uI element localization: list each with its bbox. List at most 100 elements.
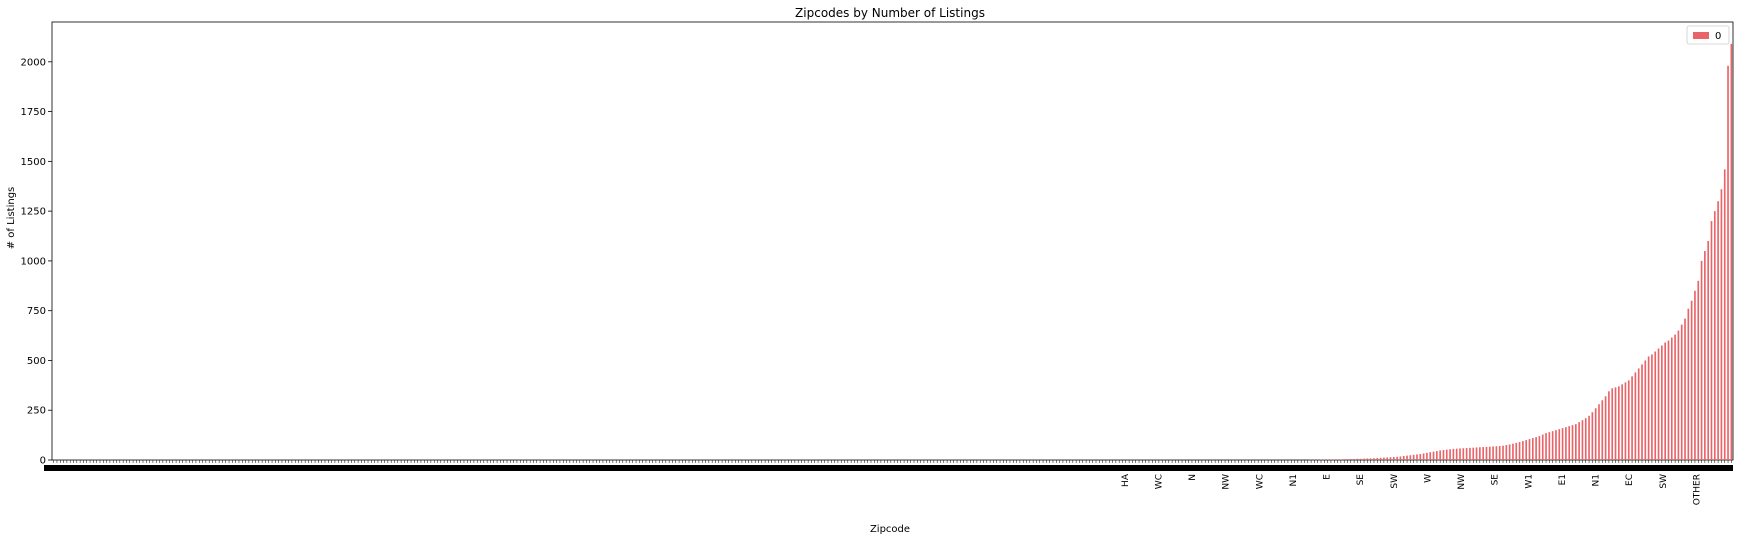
bar [1538,436,1541,460]
bar [1432,451,1435,460]
bar [1634,372,1637,460]
x-tick-label: SW [1659,474,1669,489]
x-tick-label: WC [1154,474,1164,489]
bar [1482,447,1484,460]
x-tick-label: W1 [1524,474,1534,489]
bar [1465,448,1468,460]
legend-label: 0 [1715,31,1721,42]
bar [1426,452,1428,460]
bar [1574,424,1577,460]
bar [1512,443,1514,460]
bar [1436,451,1438,460]
bar [1571,425,1574,460]
x-axis-label: Zipcode [870,524,910,535]
plot-frame [51,21,1734,461]
bar [1657,348,1660,460]
bar [1647,356,1650,460]
bar [1343,459,1346,460]
bar [1545,433,1547,460]
bar [1498,446,1501,460]
bar [1346,459,1349,460]
bar [1704,250,1706,460]
bar [1422,453,1425,460]
bar [1661,345,1663,460]
bar [1618,386,1620,460]
bar [1717,201,1719,460]
y-tick-label: 0 [40,456,46,467]
bar [1641,364,1643,460]
bar [1383,457,1385,460]
bar [1369,458,1372,460]
bar [1353,459,1355,460]
y-tick-label: 500 [27,356,46,367]
bar [1488,446,1491,460]
x-tick-label: SE [1491,474,1501,486]
bar [1555,430,1557,460]
bar [1581,420,1584,460]
bar [1515,442,1518,460]
x-tick-label: N [1188,474,1198,481]
bar [1730,43,1733,461]
bar [1684,318,1686,460]
y-tick-label: 1000 [21,256,46,267]
bar [1710,221,1713,460]
bar [1690,300,1693,460]
bar [1611,388,1614,460]
bar [1376,458,1379,460]
bar [1502,445,1504,460]
bar [1505,445,1508,460]
x-tick-label: NW [1222,474,1232,490]
y-tick-label: 1250 [21,207,46,218]
bar [1565,427,1567,460]
bar [1399,456,1402,460]
bar [1349,459,1352,460]
bar [1621,384,1623,460]
y-tick-label: 1500 [21,157,46,168]
bar [1578,422,1580,460]
bar [1366,458,1369,460]
x-tick-label: SW [1390,474,1400,489]
bar [1356,458,1359,460]
bar [1601,400,1604,460]
bar [1584,418,1587,460]
y-axis: 0 250 500 750 1000 1250 1500 1750 2000 [21,57,52,467]
x-tick-label: OTHER [1692,474,1702,505]
bar [1419,454,1422,460]
x-tick-label: W [1423,474,1433,483]
bar [1469,447,1471,460]
bar [1664,342,1666,460]
bar [1479,447,1481,460]
bar [1631,376,1633,460]
bar [1412,454,1415,460]
x-tick-label-band [44,465,1733,471]
bar [1508,444,1511,460]
bar [1727,65,1729,461]
bar [1697,280,1700,460]
bar [1535,437,1537,460]
x-axis: HA WC N NW WC N1 E SE SW W NW SE W1 E1 N1 EC SW OTHER [44,460,1733,505]
y-tick-label: 750 [27,306,46,317]
bar [1406,455,1408,460]
bar [1604,396,1607,460]
bar [1720,189,1723,460]
bar [1455,448,1458,460]
y-tick-label: 1750 [21,107,46,118]
bar [1409,455,1412,460]
bar [1528,439,1531,460]
bar [1495,446,1498,460]
bar [1713,211,1716,460]
bar [1531,438,1534,460]
bar [1627,380,1630,460]
x-tick-label: WC [1255,474,1265,489]
bar [1588,415,1590,460]
bar [1379,457,1382,460]
bar [1591,412,1594,460]
bar [1687,308,1690,460]
bar [1707,241,1710,460]
chart-title: Zipcodes by Number of Listings [795,6,985,20]
bar [1568,426,1571,460]
bar [1654,351,1657,460]
bar [1485,446,1488,460]
bar [1445,449,1448,460]
bar [1459,448,1461,460]
